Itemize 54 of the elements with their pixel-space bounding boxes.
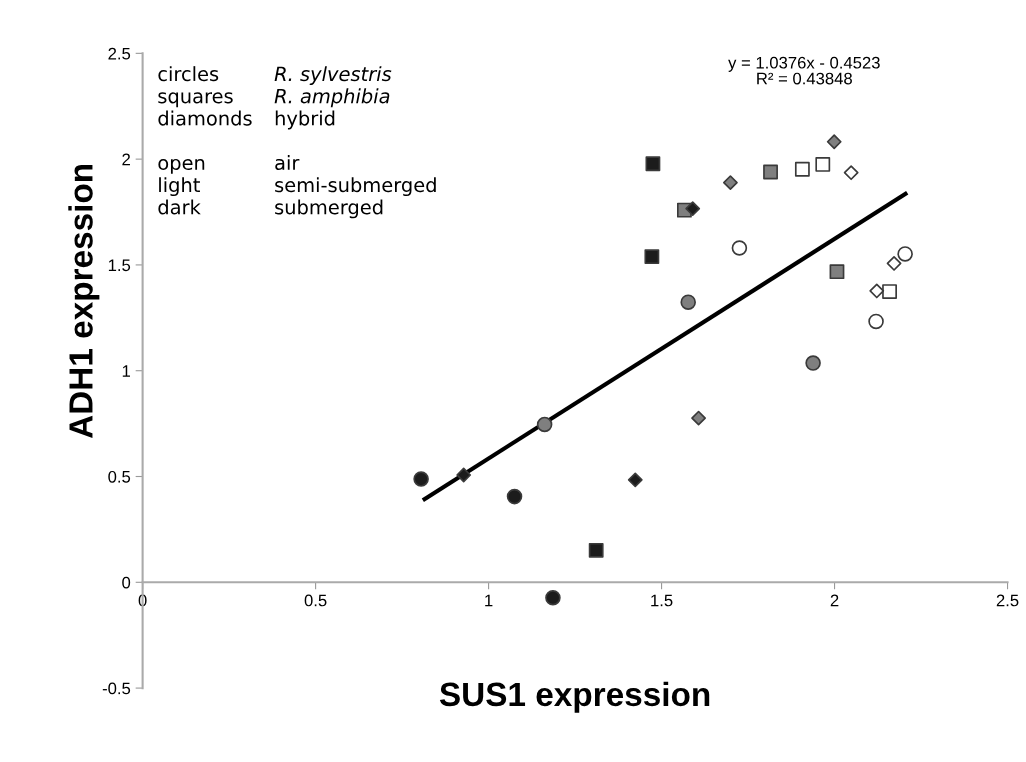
point — [545, 589, 561, 606]
point — [685, 201, 701, 217]
annotation: R. amphibia — [274, 88, 390, 108]
x-tick-label: 2 — [830, 594, 839, 607]
y-tick-label: 0 — [122, 576, 131, 589]
point — [815, 156, 831, 172]
point — [506, 488, 523, 505]
point — [536, 416, 553, 433]
annotation: submerged — [275, 199, 383, 219]
annotation: open — [158, 158, 205, 174]
annotation: y = 1.0376x - 0.4523 — [728, 56, 880, 72]
annotation: R. sylvestris — [274, 66, 392, 85]
y-axis-title: ADH1 expression — [68, 164, 100, 439]
point — [763, 164, 778, 180]
x-tick-label: 0.5 — [304, 594, 327, 607]
annotation: squares — [158, 92, 233, 108]
point — [627, 472, 643, 488]
point — [456, 467, 472, 483]
point — [413, 471, 429, 487]
y-tick-label: -0.5 — [102, 682, 131, 695]
y-tick-label: 2 — [122, 153, 130, 166]
x-tick-label: 2.5 — [996, 594, 1019, 607]
annotation: hybrid — [275, 110, 335, 130]
point — [588, 542, 604, 558]
point — [644, 249, 660, 265]
point — [794, 161, 810, 177]
point — [826, 134, 842, 150]
point — [882, 284, 897, 300]
annotation: semi-submerged — [275, 177, 436, 197]
point — [731, 240, 748, 256]
point — [897, 246, 913, 262]
point — [886, 256, 902, 271]
x-axis-title: SUS1 expression — [439, 681, 710, 713]
point — [805, 355, 821, 371]
annotation: diamonds — [158, 110, 252, 126]
point — [691, 410, 707, 426]
annotation: circles — [158, 66, 219, 82]
x-tick-label: 1.5 — [651, 594, 673, 607]
annotation: dark — [158, 199, 201, 215]
y-tick-label: 0.5 — [108, 470, 131, 483]
y-tick-label: 1 — [122, 365, 130, 377]
point — [869, 283, 885, 299]
point — [722, 175, 738, 191]
y-tick-label: 1.5 — [108, 259, 131, 272]
point — [843, 165, 859, 181]
point — [680, 294, 696, 310]
annotation: light — [159, 177, 200, 197]
point — [829, 264, 845, 280]
annotation: R² = 0.43848 — [757, 72, 852, 85]
point — [645, 156, 661, 172]
annotation: air — [275, 155, 300, 171]
point — [868, 313, 884, 330]
y-tick-label: 2.5 — [108, 47, 131, 60]
x-tick-label: 1 — [485, 594, 493, 607]
